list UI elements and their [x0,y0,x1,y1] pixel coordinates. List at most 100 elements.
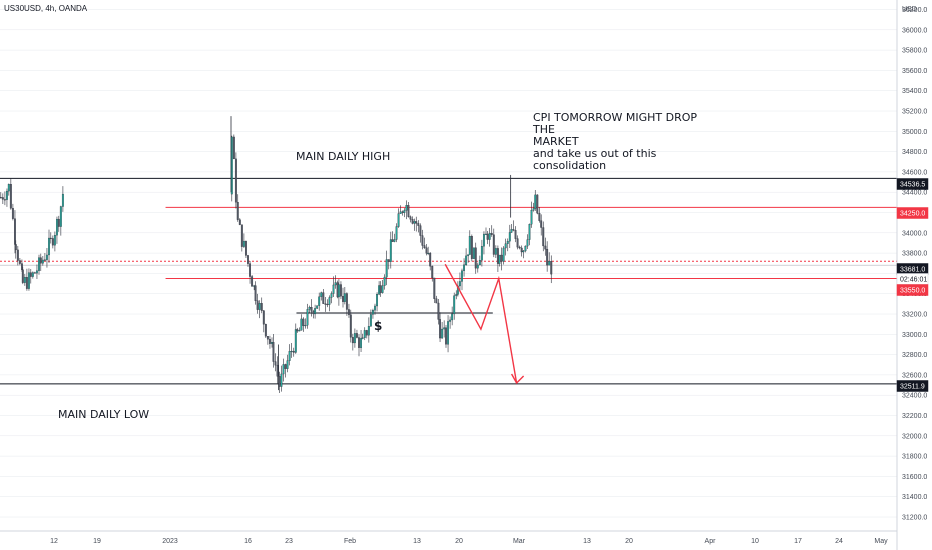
candle [417,220,420,233]
y-tick-label: 33200.0 [902,312,927,319]
candle-body [423,245,426,249]
candle [506,238,509,252]
y-tick-label: 32000.0 [902,433,927,440]
candle-body [496,248,499,264]
candle-body [548,261,551,266]
candle-body [520,247,523,253]
x-tick-label: 12 [50,538,58,545]
candle [407,202,410,218]
y-tick-label: 34600.0 [902,169,927,176]
candle-body [38,257,40,271]
candle-body [274,361,277,366]
candle [39,253,42,271]
candle-body [480,246,483,261]
candle-body [463,264,466,271]
candle-body [343,293,346,302]
candle [41,255,44,266]
candle [480,239,483,267]
candle [7,183,10,196]
candle [451,306,454,326]
candle [502,246,505,265]
candle-body [353,333,356,344]
candle [528,223,531,246]
candle-body [300,318,303,331]
candle [314,304,317,319]
candle-body [334,282,337,286]
x-tick-label: May [874,538,888,545]
candle [544,237,547,256]
y-tick-label: 34800.0 [902,149,927,156]
candle [526,234,529,250]
candle [345,292,348,316]
candle-body [504,243,507,249]
candle-body [298,330,301,332]
candle-body [546,249,549,266]
candle [548,252,551,266]
candle-body [232,136,235,160]
candle [488,227,491,247]
y-tick-label: 31600.0 [902,474,927,481]
candle [542,221,545,252]
candle [458,272,461,292]
candle [353,328,356,348]
candle [302,317,305,332]
candle [288,344,291,366]
candle [421,229,424,250]
candle-body [494,248,497,255]
candle-body [358,337,360,348]
candle-body [280,373,283,387]
candle-body [376,294,379,307]
candle [492,228,495,258]
candle [514,226,517,243]
candle-body [482,233,485,247]
candle [272,334,275,368]
candle-body [6,190,8,200]
price-tag: 33681.0 [896,263,929,275]
x-tick-label: 2023 [162,538,178,545]
candle [3,191,6,206]
candle [268,335,271,349]
candle-body [339,284,342,297]
candle-body [550,261,553,275]
x-tick-label: 17 [794,538,802,545]
candle-body [458,281,461,287]
candle-body [320,292,323,297]
price-tag-label: 33550.0 [900,288,925,295]
candle-body [240,224,243,247]
candle-body [429,252,432,267]
candle [546,241,549,272]
candle-body [524,245,527,252]
candle [476,262,479,273]
candle-body [16,249,19,261]
candle-body [365,330,368,336]
candle-body [488,233,491,240]
candle-body [29,272,32,277]
candle-body [3,199,6,201]
candles [0,116,553,394]
candle [427,246,430,256]
candle [342,287,344,308]
y-tick-label: 35400.0 [902,88,927,95]
x-tick-label: Apr [705,538,717,545]
candle [437,298,440,325]
candle-body [39,257,42,264]
candle [485,227,487,235]
candle-body [435,298,438,304]
candle [21,266,24,285]
candle [431,265,434,282]
candle [381,279,384,294]
candle-body [296,329,299,332]
candle [413,218,416,231]
candle-body [330,293,333,298]
candle [9,178,12,210]
candle [387,259,390,270]
candle [337,279,340,306]
candle-body [308,307,311,310]
candle-body [374,305,376,311]
candle-body [324,303,327,305]
candle-body [345,293,348,310]
candle-body [332,284,335,294]
candle [347,303,350,318]
x-tick-label: 13 [583,538,591,545]
